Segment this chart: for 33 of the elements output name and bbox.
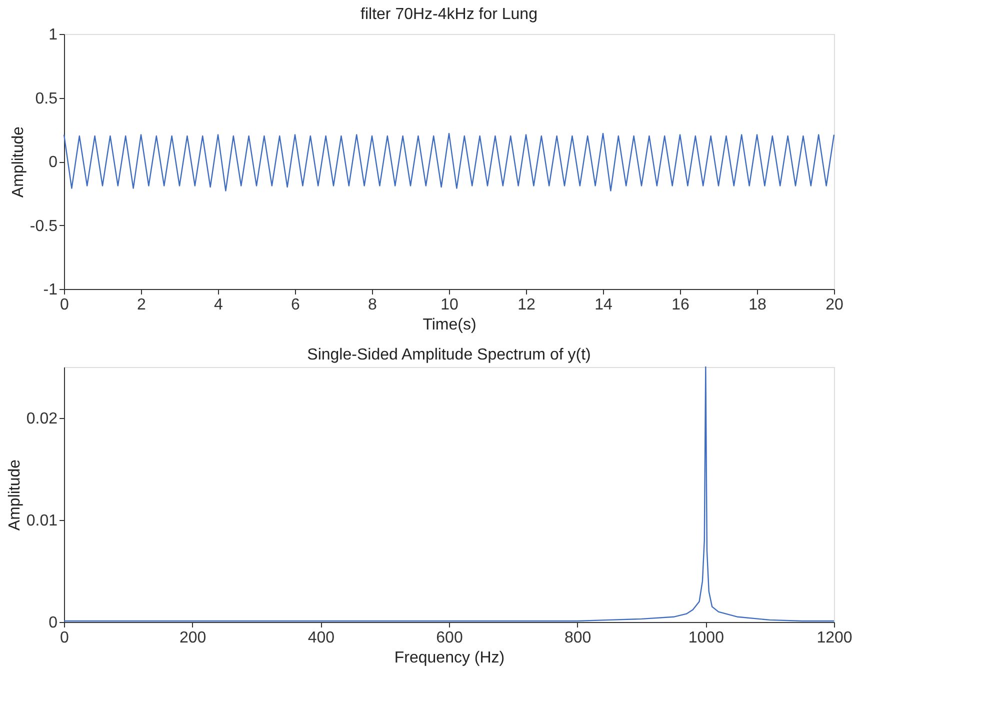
y-tick-label: 0.01 [26,512,58,530]
x-tick-label: 8 [368,296,378,314]
x-tick-label: 6 [291,296,300,314]
y-tick-label: 0 [48,614,58,632]
x-tick-label: 200 [179,630,206,646]
y-tick-label: 0.02 [26,410,58,428]
chart-title: filter 70Hz-4kHz for Lung [360,6,538,23]
x-tick-label: 1000 [688,630,724,646]
x-tick-label: 4 [214,296,224,314]
x-tick-label: 16 [672,296,690,314]
y-tick-label: 0 [48,154,58,171]
x-tick-label: 1200 [816,630,852,646]
x-axis-title: Frequency (Hz) [394,650,505,666]
y-tick-label: -1 [43,282,58,298]
y-tick-label: 1 [48,26,58,44]
line-series [63,132,835,192]
x-tick-label: 10 [440,296,458,314]
x-tick-label: 2 [137,296,146,314]
y-axis-title: Amplitude [6,459,24,531]
x-tick-label: 12 [518,296,536,314]
x-tick-label: 14 [594,296,612,314]
x-tick-label: 20 [826,296,844,314]
y-tick-label: 0.5 [35,90,58,108]
x-tick-label: 800 [564,630,592,646]
x-tick-label: 0 [60,630,70,646]
y-tick-label: -0.5 [30,218,58,235]
x-tick-label: 18 [748,296,766,314]
x-tick-label: 0 [60,296,70,314]
y-axis-title: Amplitude [10,126,27,198]
x-tick-label: 400 [308,630,335,646]
x-tick-label: 600 [436,630,463,646]
x-axis-title: Time(s) [422,316,476,334]
chart-title: Single-Sided Amplitude Spectrum of y(t) [307,346,591,364]
